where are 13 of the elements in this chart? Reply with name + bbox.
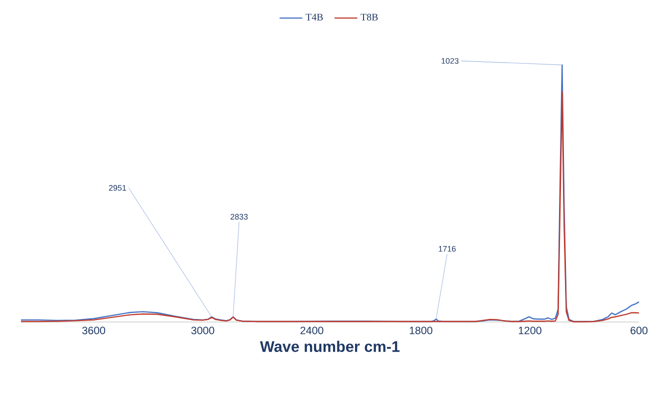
- x-tick-label: 3000: [191, 326, 214, 334]
- x-axis-title: Wave number cm-1: [260, 340, 400, 352]
- annotation: 2833: [230, 214, 248, 220]
- x-tick-label: 2400: [300, 326, 324, 334]
- x-tick-label: 1800: [410, 326, 432, 334]
- x-tick-label: 1200: [518, 326, 542, 334]
- legend-label: T4B: [306, 14, 323, 20]
- x-tick-label: 600: [630, 326, 648, 334]
- annotation: 1716: [438, 246, 456, 252]
- annotation: 2951: [109, 185, 126, 191]
- legend-label: T8B: [360, 14, 378, 20]
- annotation: 1023: [442, 58, 458, 64]
- x-tick-label: 3600: [82, 326, 106, 334]
